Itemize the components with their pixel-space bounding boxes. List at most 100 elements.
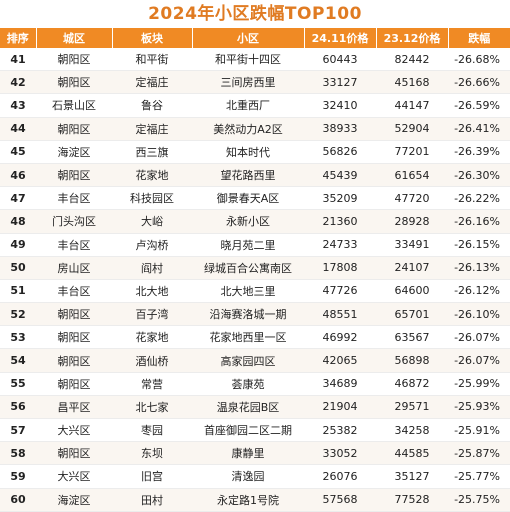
cell-price-2411: 42065 <box>304 348 376 373</box>
cell-district: 朝阳区 <box>36 48 112 72</box>
cell-community: 北重西厂 <box>192 93 304 118</box>
header-rank: 排序 <box>0 28 37 48</box>
table-row: 51 丰台区 北大地 北大地三里 47726 64600 -26.12% <box>0 279 510 304</box>
ranking-table: 排序 城区 板块 小区 24.11价格 23.12价格 跌幅 41 朝阳区 和平街和… <box>0 28 510 512</box>
cell-rank: 41 <box>0 48 36 72</box>
cell-rank: 42 <box>0 70 36 95</box>
cell-rank: 45 <box>0 140 36 164</box>
cell-drop: -26.16% <box>448 209 510 234</box>
cell-price-2312: 56898 <box>376 348 448 373</box>
cell-area: 西三旗 <box>112 140 192 164</box>
cell-drop: -25.91% <box>448 418 510 443</box>
table-row: 43 石景山区 鲁谷 北重西厂 32410 44147 -26.59% <box>0 93 510 118</box>
cell-rank: 53 <box>0 325 36 350</box>
cell-drop: -26.22% <box>448 186 510 211</box>
cell-area: 和平街 <box>112 48 192 72</box>
table-row: 48 门头沟区 大峪 永新小区 21360 28928 -26.16% <box>0 209 510 234</box>
cell-area: 花家地 <box>112 163 192 188</box>
cell-rank: 49 <box>0 233 36 257</box>
cell-district: 海淀区 <box>36 140 112 164</box>
cell-drop: -25.93% <box>448 395 510 420</box>
cell-price-2411: 33052 <box>304 441 376 466</box>
cell-community: 美然动力A2区 <box>192 117 304 141</box>
cell-rank: 55 <box>0 372 36 396</box>
cell-price-2411: 56826 <box>304 140 376 164</box>
cell-community: 北大地三里 <box>192 279 304 304</box>
cell-price-2312: 28928 <box>376 209 448 234</box>
cell-rank: 46 <box>0 163 36 188</box>
cell-district: 丰台区 <box>36 186 112 211</box>
cell-price-2312: 44585 <box>376 441 448 466</box>
table-row: 53 朝阳区 花家地 花家地西里一区 46992 63567 -26.07% <box>0 325 510 350</box>
cell-area: 定福庄 <box>112 70 192 95</box>
cell-district: 朝阳区 <box>36 348 112 373</box>
cell-price-2411: 34689 <box>304 372 376 396</box>
cell-drop: -26.68% <box>448 48 510 72</box>
table-body: 41 朝阳区 和平街 和平街十四区 60443 82442 -26.68% 42 朝阳区 定福庄三… <box>0 48 510 512</box>
cell-rank: 52 <box>0 302 36 327</box>
cell-area: 北大地 <box>112 279 192 304</box>
cell-drop: -26.13% <box>448 256 510 280</box>
cell-rank: 50 <box>0 256 36 280</box>
cell-district: 房山区 <box>36 256 112 280</box>
table-row: 59 大兴区 旧宫 清逸园 26076 35127 -25.77% <box>0 464 510 489</box>
cell-community: 高家园四区 <box>192 348 304 373</box>
header-district: 城区 <box>36 28 113 48</box>
cell-price-2411: 45439 <box>304 163 376 188</box>
cell-drop: -26.41% <box>448 117 510 141</box>
cell-drop: -26.07% <box>448 325 510 350</box>
ranking-table-container: 2024年小区跌幅TOP100 排序 城区 板块 小区 24.11价格 23.1… <box>0 4 510 512</box>
table-row: 47 丰台区 科技园区 御景春天A区 35209 47720 -26.22% <box>0 186 510 211</box>
table-row: 41 朝阳区 和平街 和平街十四区 60443 82442 -26.68% <box>0 48 510 72</box>
cell-community: 康静里 <box>192 441 304 466</box>
cell-district: 朝阳区 <box>36 70 112 95</box>
cell-district: 丰台区 <box>36 279 112 304</box>
cell-district: 朝阳区 <box>36 117 112 141</box>
cell-price-2411: 60443 <box>304 48 376 72</box>
cell-drop: -26.59% <box>448 93 510 118</box>
cell-drop: -26.10% <box>448 302 510 327</box>
cell-price-2411: 38933 <box>304 117 376 141</box>
cell-community: 晓月苑二里 <box>192 233 304 257</box>
cell-price-2312: 64600 <box>376 279 448 304</box>
cell-price-2312: 61654 <box>376 163 448 188</box>
cell-price-2411: 35209 <box>304 186 376 211</box>
cell-area: 百子湾 <box>112 302 192 327</box>
table-header-row: 排序 城区 板块 小区 24.11价格 23.12价格 跌幅 <box>0 28 510 48</box>
cell-drop: -25.77% <box>448 464 510 489</box>
cell-price-2312: 52904 <box>376 117 448 141</box>
table-row: 54 朝阳区 酒仙桥 高家园四区 42065 56898 -26.07% <box>0 348 510 373</box>
table-row: 46 朝阳区 花家地 望花路西里 45439 61654 -26.30% <box>0 163 510 188</box>
header-price-2411: 24.11价格 <box>304 28 377 48</box>
header-community: 小区 <box>192 28 305 48</box>
cell-drop: -26.15% <box>448 233 510 257</box>
cell-district: 朝阳区 <box>36 441 112 466</box>
cell-community: 花家地西里一区 <box>192 325 304 350</box>
table-row: 50 房山区 阎村 绿城百合公寓南区 17808 24107 -26.13% <box>0 256 510 280</box>
cell-area: 酒仙桥 <box>112 348 192 373</box>
cell-rank: 48 <box>0 209 36 234</box>
cell-area: 定福庄 <box>112 117 192 141</box>
cell-rank: 58 <box>0 441 36 466</box>
cell-price-2411: 32410 <box>304 93 376 118</box>
cell-community: 温泉花园B区 <box>192 395 304 420</box>
table-row: 49 丰台区 卢沟桥 晓月苑二里 24733 33491 -26.15% <box>0 233 510 257</box>
cell-area: 鲁谷 <box>112 93 192 118</box>
cell-rank: 47 <box>0 186 36 211</box>
cell-price-2312: 63567 <box>376 325 448 350</box>
cell-area: 旧宫 <box>112 464 192 489</box>
cell-price-2411: 17808 <box>304 256 376 280</box>
cell-area: 东坝 <box>112 441 192 466</box>
header-drop: 跌幅 <box>448 28 510 48</box>
cell-rank: 59 <box>0 464 36 489</box>
table-row: 55 朝阳区 常营 荟康苑 34689 46872 -25.99% <box>0 372 510 396</box>
cell-area: 北七家 <box>112 395 192 420</box>
table-row: 57 大兴区 枣园 首座御园二区二期 25382 34258 -25.91% <box>0 418 510 443</box>
page-title: 2024年小区跌幅TOP100 <box>148 4 362 24</box>
cell-district: 丰台区 <box>36 233 112 257</box>
cell-price-2312: 24107 <box>376 256 448 280</box>
cell-area: 卢沟桥 <box>112 233 192 257</box>
cell-community: 沿海赛洛城一期 <box>192 302 304 327</box>
cell-area: 阎村 <box>112 256 192 280</box>
cell-rank: 54 <box>0 348 36 373</box>
